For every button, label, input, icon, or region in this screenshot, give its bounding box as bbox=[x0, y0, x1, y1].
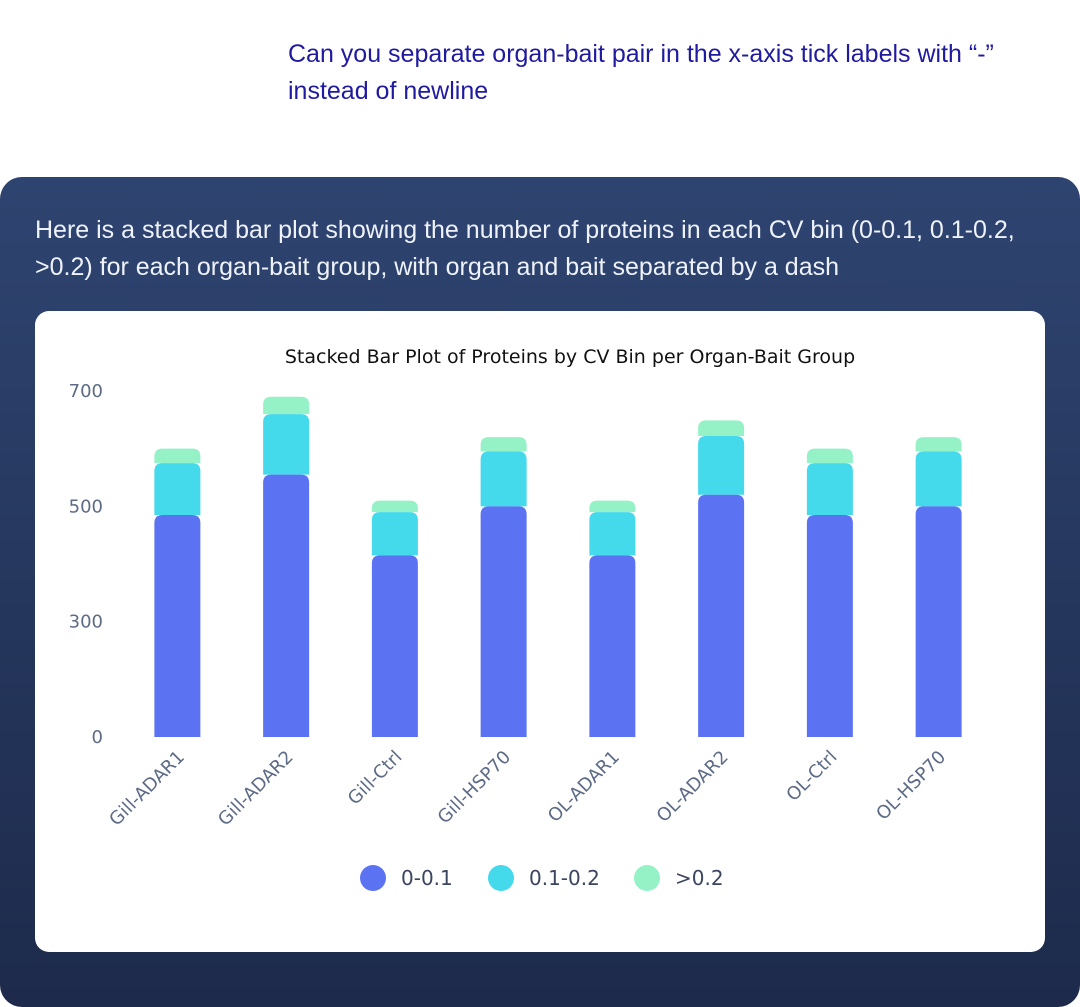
bar-segment-OL-ADAR1-0-0.1 bbox=[589, 555, 636, 737]
bar-segment-OL-ADAR2-0-0.1 bbox=[698, 494, 745, 737]
legend-label: 0.1-0.2 bbox=[529, 866, 600, 890]
bar-segment-Gill-ADAR2->0.2 bbox=[263, 396, 310, 415]
x-tick-label: OL-Ctrl bbox=[782, 747, 841, 806]
user-message: Can you separate organ-bait pair in the … bbox=[288, 40, 994, 105]
bar-segment-Gill-ADAR1-0.1-0.2 bbox=[154, 463, 201, 515]
x-tick-label: OL-ADAR1 bbox=[544, 747, 624, 827]
chart-title: Stacked Bar Plot of Proteins by CV Bin p… bbox=[285, 346, 855, 368]
bar-segment-Gill-Ctrl->0.2 bbox=[371, 500, 418, 513]
y-axis: 0 300 500 700 bbox=[69, 381, 103, 748]
assistant-message: Here is a stacked bar plot showing the n… bbox=[35, 216, 1015, 281]
x-tick-label: OL-HSP70 bbox=[872, 747, 950, 825]
x-axis: Gill-ADAR1 Gill-ADAR2 Gill-Ctrl Gill-HSP70 O… bbox=[105, 747, 950, 831]
y-tick-label: 500 bbox=[69, 496, 103, 517]
bar-segment-Gill-Ctrl-0.1-0.2 bbox=[371, 512, 418, 556]
stacked-bar-chart: Stacked Bar Plot of Proteins by CV Bin p… bbox=[69, 346, 962, 891]
legend-label: >0.2 bbox=[675, 866, 724, 890]
legend-swatch-0.1-0.2 bbox=[488, 865, 514, 891]
bar-segment-OL-Ctrl-0-0.1 bbox=[806, 514, 853, 737]
bar-segment-Gill-HSP70->0.2 bbox=[480, 437, 527, 452]
y-tick-label: 300 bbox=[69, 612, 103, 633]
bar-segment-OL-Ctrl->0.2 bbox=[806, 448, 853, 464]
bar-segment-Gill-Ctrl-0-0.1 bbox=[371, 555, 418, 737]
x-tick-label: Gill-ADAR1 bbox=[105, 747, 189, 831]
legend: 0-0.1 0.1-0.2 >0.2 bbox=[360, 865, 724, 891]
y-tick-label: 0 bbox=[92, 727, 103, 748]
bar-segment-Gill-ADAR1-0-0.1 bbox=[154, 514, 201, 737]
bar-segment-OL-HSP70->0.2 bbox=[915, 437, 962, 452]
bar-segment-OL-ADAR1->0.2 bbox=[589, 500, 636, 513]
legend-label: 0-0.1 bbox=[401, 866, 453, 890]
bar-segment-Gill-HSP70-0.1-0.2 bbox=[480, 451, 527, 507]
x-tick-label: Gill-ADAR2 bbox=[214, 747, 298, 831]
bar-segment-Gill-ADAR1->0.2 bbox=[154, 448, 201, 464]
chart-card: Stacked Bar Plot of Proteins by CV Bin p… bbox=[35, 311, 1045, 952]
bar-segment-OL-ADAR2-0.1-0.2 bbox=[698, 435, 745, 495]
bar-segment-OL-ADAR1-0.1-0.2 bbox=[589, 512, 636, 556]
bar-segment-OL-Ctrl-0.1-0.2 bbox=[806, 463, 853, 515]
bar-segment-Gill-ADAR2-0-0.1 bbox=[263, 474, 310, 737]
legend-swatch-0-0.1 bbox=[360, 865, 386, 891]
bar-segment-Gill-ADAR2-0.1-0.2 bbox=[263, 414, 310, 475]
x-tick-label: Gill-Ctrl bbox=[344, 747, 407, 810]
y-tick-label: 700 bbox=[69, 381, 103, 402]
bar-segment-OL-HSP70-0-0.1 bbox=[915, 506, 962, 737]
bars bbox=[154, 396, 962, 737]
x-tick-label: OL-ADAR2 bbox=[653, 747, 733, 827]
legend-swatch->0.2 bbox=[634, 865, 660, 891]
x-tick-label: Gill-HSP70 bbox=[434, 747, 515, 828]
bar-segment-Gill-HSP70-0-0.1 bbox=[480, 506, 527, 737]
bar-segment-OL-ADAR2->0.2 bbox=[698, 420, 745, 436]
bar-segment-OL-HSP70-0.1-0.2 bbox=[915, 451, 962, 507]
